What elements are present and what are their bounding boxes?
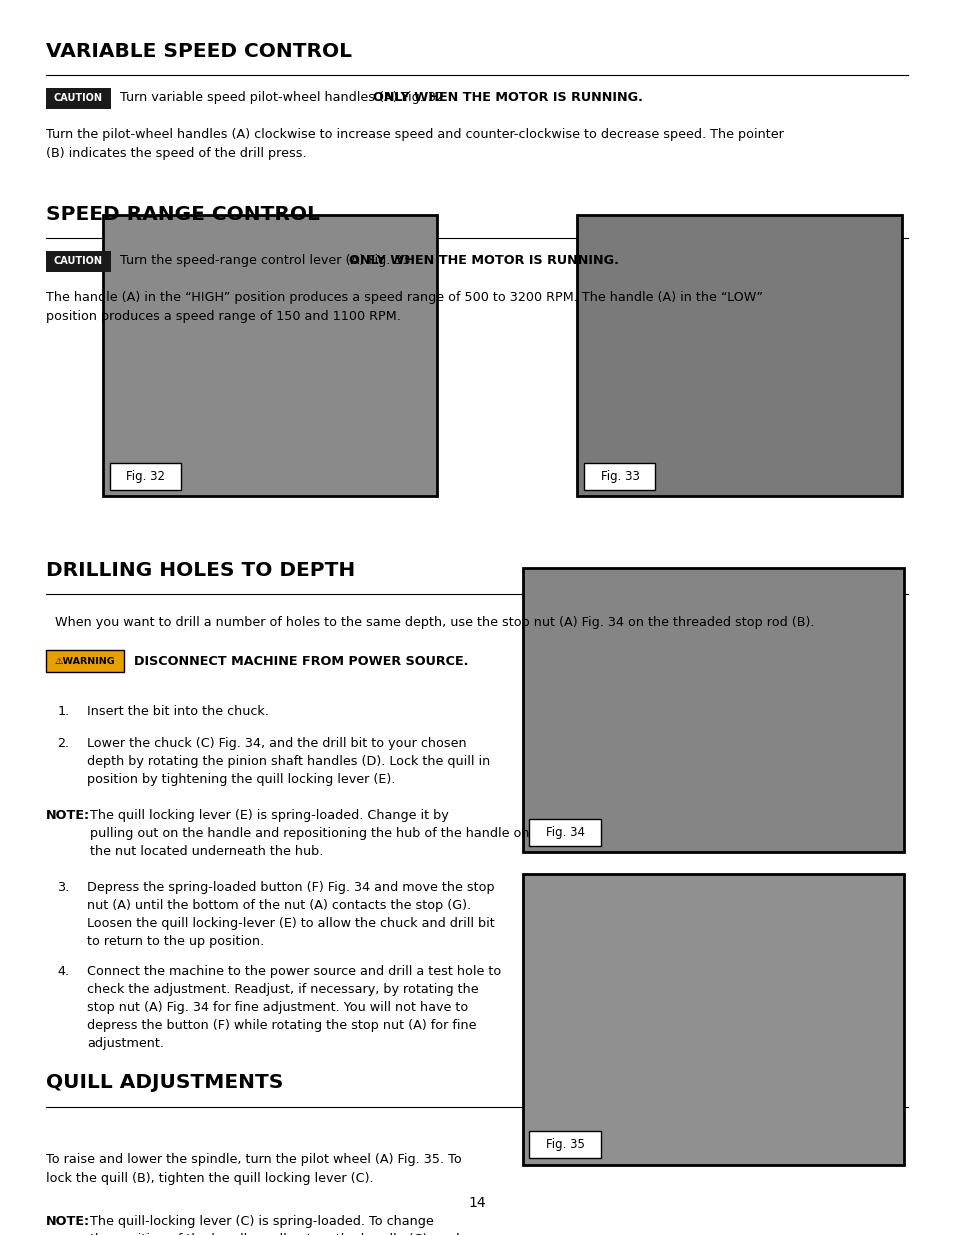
Bar [46,251,111,272]
Bar [529,1131,600,1158]
Text: DRILLING HOLES TO DEPTH: DRILLING HOLES TO DEPTH [46,561,355,579]
Text: Turn variable speed pilot-wheel handles (A) Fig. 32: Turn variable speed pilot-wheel handles … [120,91,448,104]
Text: Insert the bit into the chuck.: Insert the bit into the chuck. [87,705,269,719]
Bar [46,88,111,109]
Text: Connect the machine to the power source and drill a test hole to
check the adjus: Connect the machine to the power source … [87,965,500,1050]
Text: 2.: 2. [57,737,70,751]
Text: ⚠WARNING: ⚠WARNING [54,657,115,666]
Text: Depress the spring-loaded button (F) Fig. 34 and move the stop
nut (A) until the: Depress the spring-loaded button (F) Fig… [87,881,494,947]
Text: 1.: 1. [57,705,70,719]
Text: 14: 14 [468,1197,485,1210]
Text: NOTE:: NOTE: [46,1215,90,1229]
Text: Turn the speed-range control lever (A) Fig. 33: Turn the speed-range control lever (A) F… [120,254,415,267]
Bar [46,651,124,673]
Text: 3.: 3. [57,881,70,894]
Text: NOTE:: NOTE: [46,809,90,823]
Text: ONLY WHEN THE MOTOR IS RUNNING.: ONLY WHEN THE MOTOR IS RUNNING. [349,254,618,267]
Bar [103,215,436,496]
Text: The handle (A) in the “HIGH” position produces a speed range of 500 to 3200 RPM.: The handle (A) in the “HIGH” position pr… [46,291,762,324]
Text: The quill locking lever (E) is spring-loaded. Change it by
pulling out on the ha: The quill locking lever (E) is spring-lo… [90,809,529,858]
Bar [522,874,903,1165]
Bar [577,215,901,496]
Bar [529,819,600,846]
Text: Fig. 33: Fig. 33 [600,471,639,483]
Text: Fig. 35: Fig. 35 [546,1139,584,1151]
Text: QUILL ADJUSTMENTS: QUILL ADJUSTMENTS [46,1073,283,1092]
Text: 4.: 4. [57,965,70,978]
Bar [110,463,181,490]
Text: ONLY WHEN THE MOTOR IS RUNNING.: ONLY WHEN THE MOTOR IS RUNNING. [373,91,642,104]
Text: SPEED RANGE CONTROL: SPEED RANGE CONTROL [46,205,319,224]
Bar [583,463,655,490]
Text: DISCONNECT MACHINE FROM POWER SOURCE.: DISCONNECT MACHINE FROM POWER SOURCE. [133,655,467,668]
Text: Fig. 32: Fig. 32 [127,471,165,483]
Text: Lower the chuck (C) Fig. 34, and the drill bit to your chosen
depth by rotating : Lower the chuck (C) Fig. 34, and the dri… [87,737,490,787]
Text: VARIABLE SPEED CONTROL: VARIABLE SPEED CONTROL [46,42,352,61]
Text: The quill-locking lever (C) is spring-loaded. To change
the position of the hand: The quill-locking lever (C) is spring-lo… [90,1215,504,1235]
Text: CAUTION: CAUTION [53,256,103,266]
Text: Turn the pilot-wheel handles (A) clockwise to increase speed and counter-clockwi: Turn the pilot-wheel handles (A) clockwi… [46,128,782,161]
Text: When you want to drill a number of holes to the same depth, use the stop nut (A): When you want to drill a number of holes… [55,616,814,630]
Text: To raise and lower the spindle, turn the pilot wheel (A) Fig. 35. To
lock the qu: To raise and lower the spindle, turn the… [46,1153,461,1186]
Text: Fig. 34: Fig. 34 [546,826,584,839]
Text: CAUTION: CAUTION [53,93,103,103]
Bar [522,568,903,852]
